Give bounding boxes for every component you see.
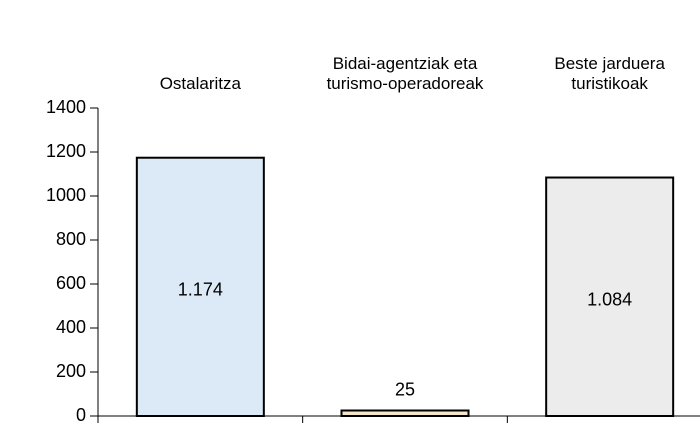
value-label: 25: [395, 379, 415, 399]
y-tick-label: 600: [56, 273, 86, 293]
bar: [340, 409, 470, 417]
value-label: 1.084: [587, 290, 632, 310]
y-tick-label: 1200: [46, 141, 86, 161]
y-tick-label: 1000: [46, 185, 86, 205]
category-label: Beste jarduera turistikoak: [554, 54, 665, 93]
category-label: Bidai-agentziak eta turismo-operadoreak: [326, 54, 484, 93]
y-tick-label: 800: [56, 229, 86, 249]
category-label-box: Bidai-agentziak eta turismo-operadoreak: [326, 54, 484, 93]
category-label-box: Beste jarduera turistikoak: [554, 54, 665, 93]
bar: [545, 176, 675, 417]
category-label-box: Ostalaritza: [159, 74, 241, 93]
category-label: Ostalaritza: [159, 74, 241, 93]
y-tick-label: 0: [76, 405, 86, 423]
y-tick-label: 400: [56, 317, 86, 337]
y-tick-label: 1400: [46, 97, 86, 117]
value-label: 1.174: [178, 280, 223, 300]
y-tick-label: 200: [56, 361, 86, 381]
bar: [135, 156, 265, 417]
